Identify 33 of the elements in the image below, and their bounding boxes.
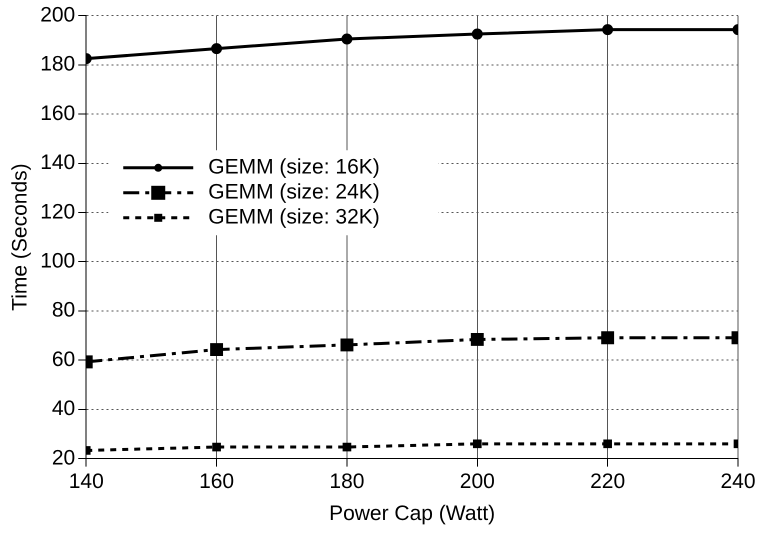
y-tick-label: 160 <box>40 102 76 125</box>
y-tick-label: 180 <box>40 52 76 76</box>
point <box>210 343 224 356</box>
point <box>472 440 482 448</box>
point <box>211 43 222 54</box>
point <box>603 440 612 448</box>
point <box>340 338 354 352</box>
y-tick-label: 200 <box>40 3 76 26</box>
y-tick-label: 80 <box>52 298 76 322</box>
y-tick-label: 140 <box>40 151 76 174</box>
point <box>602 24 614 36</box>
x-tick-label: 140 <box>68 470 104 493</box>
point <box>601 331 614 344</box>
x-tick-label: 240 <box>720 470 756 493</box>
y-tick-label: 120 <box>40 200 76 224</box>
x-axis-title: Power Cap (Watt) <box>329 502 496 526</box>
point <box>342 442 352 452</box>
x-tick-label: 160 <box>199 470 234 493</box>
y-tick-label: 40 <box>52 397 76 420</box>
x-tick-label: 220 <box>590 470 626 493</box>
y-tick-label: 100 <box>40 250 76 273</box>
legend-label: GEMM (size: 24K) <box>208 180 380 204</box>
x-tick-label: 180 <box>329 470 364 493</box>
legend-label: GEMM (size: 16K) <box>208 156 380 179</box>
legend-label: GEMM (size: 32K) <box>208 206 380 229</box>
point <box>472 28 483 40</box>
y-tick-label: 60 <box>52 348 76 371</box>
point <box>341 33 352 44</box>
point <box>212 442 221 452</box>
y-tick-label: 20 <box>52 446 76 470</box>
point <box>470 333 484 346</box>
x-tick-label: 200 <box>460 470 495 493</box>
y-axis-title: Time (Seconds) <box>8 163 32 311</box>
